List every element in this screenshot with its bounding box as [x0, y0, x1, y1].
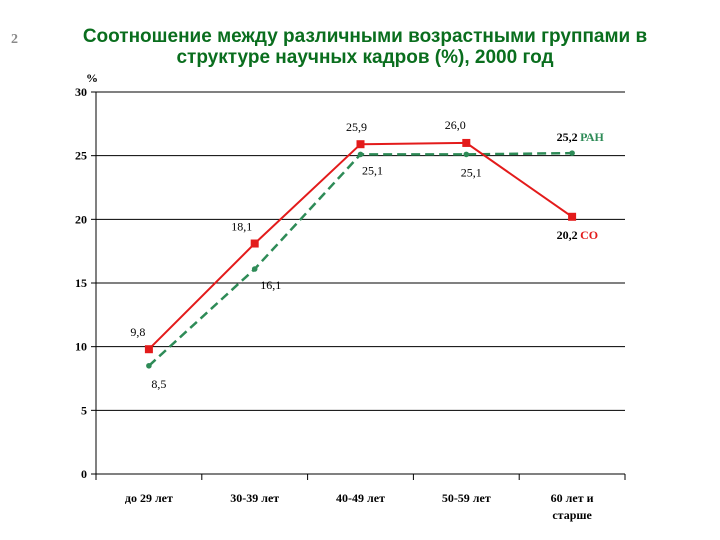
- slide-number: 2: [11, 32, 18, 47]
- data-point-so: [462, 138, 471, 147]
- data-label: 26,0: [445, 118, 466, 132]
- data-point-ran: [357, 151, 364, 158]
- data-label: 25,9: [346, 120, 367, 134]
- data-point-ran: [146, 362, 152, 369]
- x-tick-label: 60 лет и: [551, 491, 594, 505]
- series-line-ran: [148, 151, 573, 367]
- data-label: 20,2: [557, 228, 578, 242]
- series-line-so: [148, 141, 573, 350]
- y-tick-label: 20: [75, 212, 87, 226]
- y-tick-label: 15: [75, 276, 87, 290]
- chart-title: Соотношение между различными возрастными…: [40, 26, 690, 68]
- series-name-label: СО: [580, 228, 598, 242]
- data-point-ran: [463, 151, 470, 158]
- data-point-ran: [251, 266, 258, 272]
- y-tick-label: 5: [81, 403, 87, 417]
- data-point-ran: [569, 150, 575, 156]
- data-label: 18,1: [231, 220, 252, 234]
- data-label: 25,1: [362, 163, 383, 177]
- data-point-so: [356, 140, 365, 149]
- x-tick-label: 30-39 лет: [230, 491, 279, 505]
- series-name-label: РАН: [580, 130, 604, 144]
- data-point-so: [568, 212, 577, 221]
- x-tick-label: 50-59 лет: [442, 491, 491, 505]
- y-tick-label: 10: [75, 340, 87, 354]
- chart-title-line-2: структуре научных кадров (%), 2000 год: [176, 47, 554, 68]
- data-label: 16,1: [260, 278, 281, 292]
- y-tick-label: 25: [75, 149, 87, 163]
- data-point-so: [144, 345, 153, 354]
- data-point-so: [250, 239, 259, 248]
- y-tick-label: 0: [81, 467, 87, 481]
- data-label: 8,5: [151, 377, 166, 391]
- y-tick-label: 30: [75, 85, 87, 99]
- x-tick-label: до 29 лет: [125, 491, 173, 505]
- y-axis-label: %: [86, 71, 98, 85]
- chart-title-line-1: Соотношение между различными возрастными…: [82, 26, 648, 47]
- x-tick-label: старше: [552, 508, 592, 522]
- data-label: 25,1: [461, 165, 482, 179]
- x-tick-label: 40-49 лет: [336, 491, 385, 505]
- data-label: 25,2: [557, 130, 578, 144]
- data-label: 9,8: [130, 325, 145, 339]
